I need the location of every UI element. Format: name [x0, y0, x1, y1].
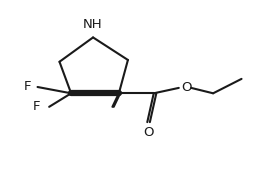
Text: O: O — [143, 126, 154, 139]
Text: F: F — [23, 81, 31, 94]
Text: O: O — [181, 81, 191, 94]
Text: NH: NH — [83, 18, 103, 31]
Text: F: F — [33, 100, 40, 113]
